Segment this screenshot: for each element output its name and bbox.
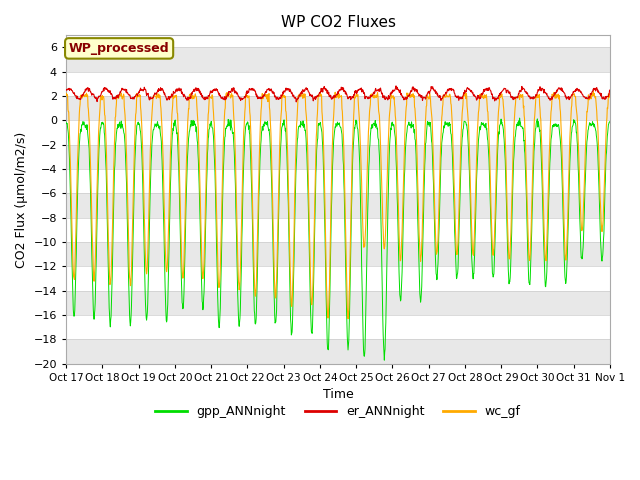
Text: WP_processed: WP_processed [69, 42, 170, 55]
Bar [66, 242, 610, 266]
Y-axis label: CO2 Flux (μmol/m2/s): CO2 Flux (μmol/m2/s) [15, 132, 28, 268]
Bar [66, 48, 610, 72]
Bar [66, 339, 610, 364]
X-axis label: Time: Time [323, 388, 353, 401]
Title: WP CO2 Fluxes: WP CO2 Fluxes [280, 15, 396, 30]
Bar [66, 96, 610, 120]
Bar [66, 145, 610, 169]
Bar [66, 291, 610, 315]
Legend: gpp_ANNnight, er_ANNnight, wc_gf: gpp_ANNnight, er_ANNnight, wc_gf [150, 400, 525, 423]
Bar [66, 193, 610, 218]
